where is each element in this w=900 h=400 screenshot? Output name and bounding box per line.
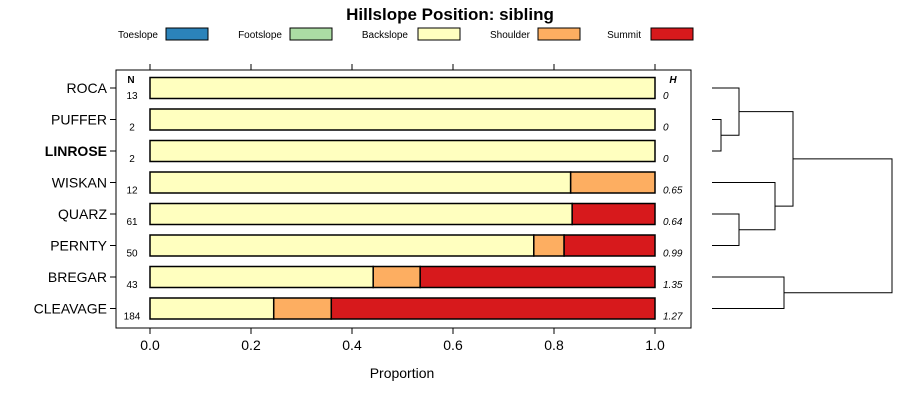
- h-value-linrose: 0: [663, 154, 669, 165]
- n-value-roca: 13: [126, 91, 138, 102]
- h-value-bregar: 1.35: [663, 280, 683, 291]
- x-tick-label: 0.6: [443, 337, 463, 353]
- x-tick-label: 0.2: [241, 337, 261, 353]
- legend-label-backslope: Backslope: [362, 30, 409, 41]
- bar-segment-wiskan-backslope: [149, 171, 572, 194]
- legend-swatch-backslope: [417, 27, 461, 41]
- bar-segment-linrose-backslope: [149, 139, 656, 163]
- dendrogram-branch: [712, 182, 776, 231]
- h-value-cleavage: 1.27: [663, 312, 683, 323]
- bar-segment-wiskan-shoulder: [569, 171, 656, 194]
- n-value-wiskan: 12: [126, 186, 138, 197]
- bar-segment-bregar-backslope: [149, 265, 374, 289]
- chart-title: Hillslope Position: sibling: [346, 5, 554, 24]
- h-value-pernty: 0.99: [663, 249, 683, 260]
- h-value-wiskan: 0.65: [663, 186, 683, 197]
- x-axis-label: Proportion: [370, 365, 435, 381]
- panel-border: [115, 69, 692, 329]
- n-value-puffer: 2: [129, 123, 135, 134]
- row-label-pernty: PERNTY: [50, 238, 107, 254]
- legend-swatch-summit: [650, 27, 694, 41]
- row-label-quarz: QUARZ: [58, 206, 107, 222]
- n-header: N: [127, 75, 134, 86]
- n-value-pernty: 50: [126, 249, 138, 260]
- row-label-roca: ROCA: [67, 80, 108, 96]
- bar-segment-bregar-summit: [419, 265, 656, 289]
- dendrogram-branch: [712, 87, 740, 136]
- x-tick-label: 0.0: [140, 337, 160, 353]
- bar-segment-bregar-shoulder: [372, 265, 421, 289]
- bar-segment-puffer-backslope: [149, 108, 656, 131]
- h-value-roca: 0: [663, 91, 669, 102]
- x-tick-label: 1.0: [645, 337, 665, 353]
- bar-segment-roca-backslope: [149, 76, 656, 100]
- legend-swatch-footslope: [289, 27, 333, 41]
- dendrogram-branch: [712, 213, 740, 246]
- n-value-linrose: 2: [129, 154, 135, 165]
- n-value-bregar: 43: [126, 280, 138, 291]
- row-label-puffer: PUFFER: [51, 112, 107, 128]
- n-value-cleavage: 184: [124, 312, 141, 323]
- legend-label-footslope: Footslope: [238, 30, 282, 41]
- h-value-puffer: 0: [663, 123, 669, 134]
- row-label-bregar: BREGAR: [48, 269, 107, 285]
- bar-segment-pernty-shoulder: [533, 234, 565, 257]
- dendrogram-branch: [784, 158, 893, 294]
- legend-label-summit: Summit: [607, 30, 641, 41]
- legend-label-toeslope: Toeslope: [118, 30, 158, 41]
- legend-label-shoulder: Shoulder: [490, 30, 531, 41]
- h-value-quarz: 0.64: [663, 217, 683, 228]
- bar-segment-cleavage-shoulder: [272, 297, 333, 320]
- dendrogram-branch: [712, 119, 722, 152]
- row-label-cleavage: CLEAVAGE: [34, 301, 107, 317]
- bar-segment-quarz-backslope: [149, 202, 573, 226]
- bar-segment-pernty-summit: [563, 234, 656, 257]
- dendrogram-branch: [739, 111, 794, 207]
- bar-segment-cleavage-backslope: [149, 297, 275, 320]
- row-label-linrose: LINROSE: [45, 143, 107, 159]
- bar-segment-quarz-summit: [571, 202, 656, 226]
- bar-segment-cleavage-summit: [330, 297, 656, 320]
- legend: Toeslope Footslope Backslope Shoulder Summit: [118, 27, 694, 41]
- x-tick-label: 0.4: [342, 337, 362, 353]
- x-tick-label: 0.8: [544, 337, 564, 353]
- h-header: H: [669, 75, 677, 86]
- legend-swatch-shoulder: [537, 27, 581, 41]
- row-label-wiskan: WISKAN: [52, 175, 107, 191]
- bar-segment-pernty-backslope: [149, 234, 535, 257]
- dendrogram: [712, 87, 893, 309]
- legend-swatch-toeslope: [165, 27, 209, 41]
- n-value-quarz: 61: [126, 217, 138, 228]
- plot-panel: 0.0 0.2 0.4 0.6 0.8 1.0 N H ROCA 13 0 PUFFER 2 0 LINRO…: [34, 64, 692, 353]
- dendrogram-branch: [712, 276, 785, 309]
